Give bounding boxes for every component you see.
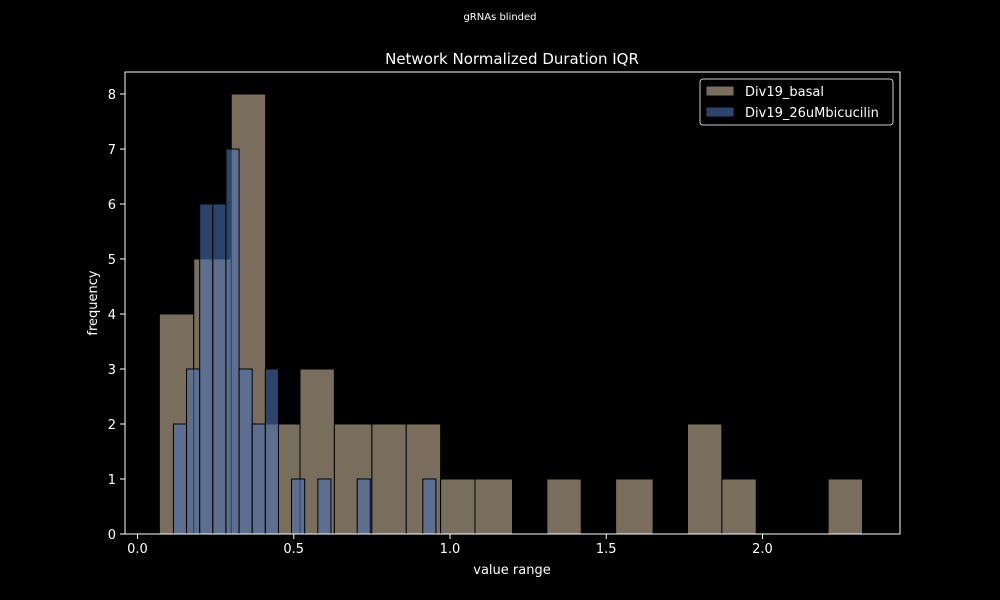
legend-frame [699,78,894,126]
legend-label-div19-basal: Div19_basal [745,85,824,100]
y-axis: 0 1 2 3 4 5 6 7 8 [108,88,125,543]
legend-label-div19-26umbicucilin: Div19_26uMbicucilin [745,106,879,121]
histogram-bar [440,478,476,535]
y-tick-label: 1 [108,473,116,488]
legend-swatch-div19-26umbicucilin [705,106,735,118]
histogram-bar [721,478,757,535]
plot-frame [124,71,901,535]
histogram-bar [238,368,253,535]
bars-layer [158,93,863,535]
histogram-bar [199,203,214,535]
histogram-bar [615,478,654,535]
legend: Div19_basal Div19_26uMbicucilin [699,78,894,126]
y-tick-label: 8 [108,88,116,103]
y-tick-label: 6 [108,198,116,213]
y-tick-label: 0 [108,528,116,543]
x-axis-label: value range [473,563,550,578]
histogram-bar [687,423,723,535]
histogram-bar [371,423,407,535]
histogram-bar [251,423,266,535]
histogram-bar [356,478,371,535]
histogram-bar [172,423,188,535]
histogram-bar [291,478,306,535]
histogram-bar [264,368,279,535]
y-tick-label: 3 [108,363,116,378]
histogram-bar [474,478,513,535]
y-tick-label: 5 [108,253,116,268]
figure-suptitle: gRNAs blinded [463,12,536,23]
y-tick-label: 7 [108,143,116,158]
x-tick-label: 0.0 [127,542,148,557]
series-1 [172,148,437,535]
histogram-bar [225,148,240,535]
x-tick-label: 0.5 [283,542,304,557]
histogram-bar [827,478,863,535]
histogram-bar [546,478,582,535]
legend-swatch-div19-basal [705,85,735,97]
x-tick-label: 2.0 [752,542,773,557]
x-axis: 0.0 0.5 1.0 1.5 2.0 [127,534,773,557]
x-tick-label: 1.0 [440,542,461,557]
histogram-bar [186,368,201,535]
x-tick-label: 1.5 [596,542,617,557]
y-axis-label: frequency [86,270,101,336]
chart-title: Network Normalized Duration IQR [385,50,639,68]
histogram-bar [212,203,227,535]
y-tick-label: 4 [108,308,116,323]
y-tick-label: 2 [108,418,116,433]
histogram-bar [317,478,332,535]
histogram-bar [422,478,437,535]
